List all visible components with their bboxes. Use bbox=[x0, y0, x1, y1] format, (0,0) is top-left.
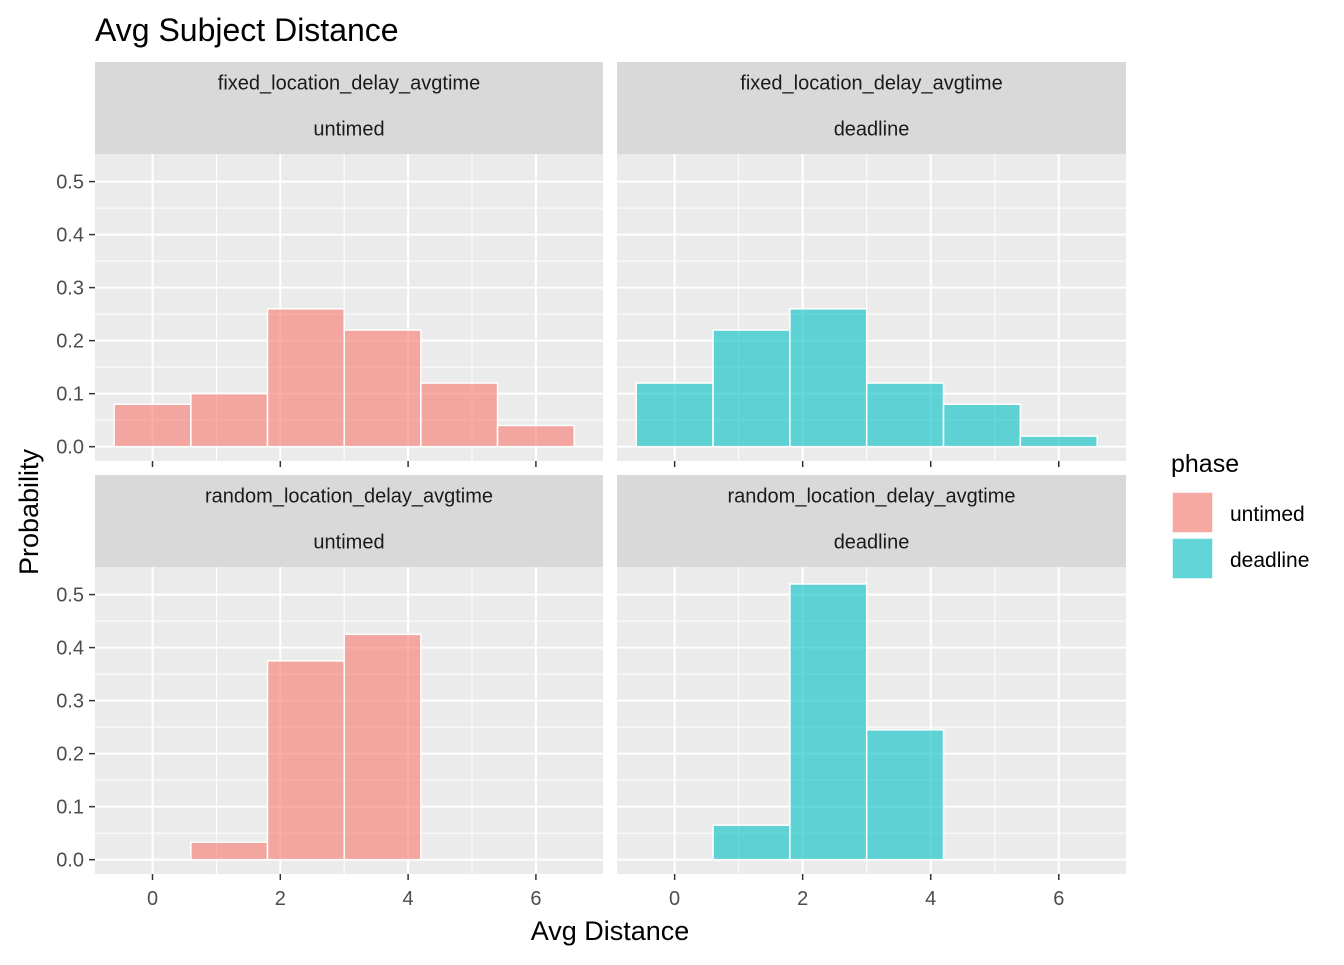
legend-key-swatch bbox=[1171, 537, 1214, 580]
histogram-bar bbox=[190, 841, 269, 861]
facet-strip bbox=[617, 475, 1126, 567]
x-tick-label: 2 bbox=[275, 888, 286, 910]
y-tick-label: 0.5 bbox=[56, 585, 84, 607]
legend-entry-label: deadline bbox=[1230, 549, 1309, 572]
y-tick-label: 0.0 bbox=[56, 850, 84, 872]
y-tick-label: 0.4 bbox=[56, 638, 84, 660]
x-tick-label: 6 bbox=[1053, 888, 1064, 910]
y-tick-label: 0.2 bbox=[56, 331, 84, 353]
x-tick-label: 6 bbox=[530, 888, 541, 910]
facet-strip-label: untimed bbox=[313, 119, 384, 141]
facet-strip bbox=[95, 62, 603, 154]
histogram-bar bbox=[113, 403, 192, 448]
histogram-bar bbox=[865, 729, 945, 861]
legend-key-swatch bbox=[1171, 491, 1214, 534]
histogram-bar bbox=[420, 382, 499, 448]
histogram-bar bbox=[712, 824, 791, 861]
histogram-bar bbox=[266, 308, 345, 448]
chart-title: Avg Subject Distance bbox=[95, 12, 399, 48]
y-axis-label: Probability bbox=[14, 448, 44, 575]
y-tick-label: 0.5 bbox=[56, 172, 84, 194]
legend: phase untimed deadline bbox=[1171, 450, 1309, 580]
facet-strip-label: deadline bbox=[834, 119, 910, 141]
x-tick-label: 2 bbox=[797, 888, 808, 910]
y-tick-label: 0.1 bbox=[56, 384, 84, 406]
histogram-bar bbox=[343, 633, 422, 861]
histogram-bar bbox=[1019, 435, 1098, 448]
histogram-bar bbox=[190, 392, 269, 448]
histogram-bar bbox=[789, 583, 868, 861]
y-tick-label: 0.4 bbox=[56, 225, 84, 247]
facet-strip-label: fixed_location_delay_avgtime bbox=[218, 73, 480, 95]
y-tick-label: 0.3 bbox=[56, 691, 84, 713]
y-tick-label: 0.3 bbox=[56, 278, 84, 300]
facet-strip-label: untimed bbox=[313, 532, 384, 554]
x-tick-label: 0 bbox=[669, 888, 680, 910]
histogram-bar bbox=[343, 329, 422, 448]
y-tick-label: 0.1 bbox=[56, 797, 84, 819]
histogram-bar bbox=[865, 382, 945, 448]
x-tick-label: 4 bbox=[403, 888, 414, 910]
y-tick-label: 0.0 bbox=[56, 437, 84, 459]
x-tick-label: 4 bbox=[925, 888, 936, 910]
histogram-bar bbox=[266, 660, 345, 861]
histogram-bar bbox=[942, 403, 1022, 448]
x-tick-label: 0 bbox=[147, 888, 158, 910]
facet-strip bbox=[95, 475, 603, 567]
facet-strip-label: random_location_delay_avgtime bbox=[728, 486, 1016, 508]
facet-strip-label: random_location_delay_avgtime bbox=[205, 486, 493, 508]
legend-entry-label: untimed bbox=[1230, 503, 1305, 526]
x-axis-label: Avg Distance bbox=[531, 916, 690, 946]
y-tick-label: 0.2 bbox=[56, 744, 84, 766]
facet-strip-label: deadline bbox=[834, 532, 910, 554]
facet-panel-4: random_location_delay_avgtime deadline 0 2 4… bbox=[617, 475, 1126, 910]
histogram-bar bbox=[789, 308, 868, 448]
facet-strip bbox=[617, 62, 1126, 154]
histogram-bar bbox=[712, 329, 791, 448]
histogram-bar bbox=[496, 424, 575, 448]
facet-panel-2: fixed_location_delay_avgtime deadline bbox=[617, 62, 1126, 467]
facet-strip-label: fixed_location_delay_avgtime bbox=[740, 73, 1002, 95]
legend-title: phase bbox=[1171, 450, 1239, 478]
histogram-bar bbox=[635, 382, 714, 448]
